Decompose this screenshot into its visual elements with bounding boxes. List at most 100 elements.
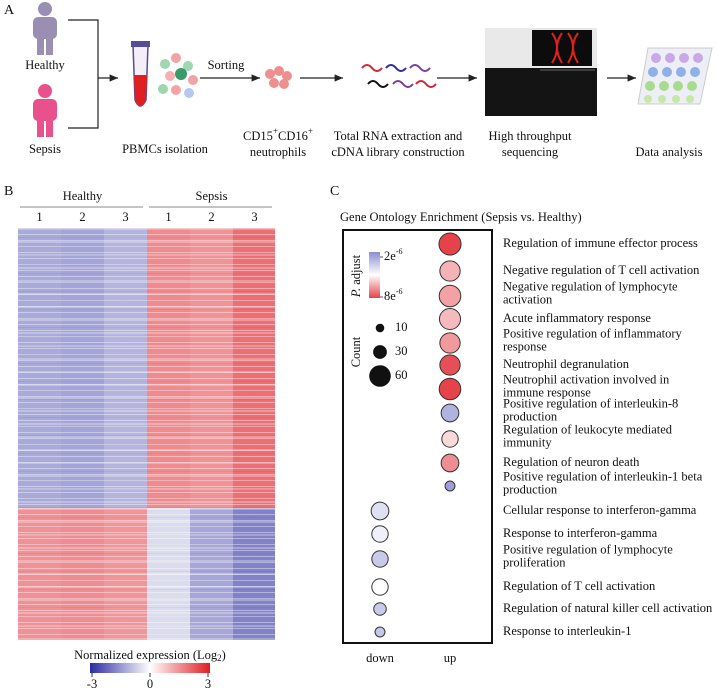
text: 2e <box>384 249 396 263</box>
heatmap-block <box>18 228 61 508</box>
plate-icon-part-part <box>644 95 652 103</box>
tube-icon-part <box>131 41 150 47</box>
heatmap-block <box>147 228 190 508</box>
heatmap-block <box>104 228 147 508</box>
neutrophil-icon-part <box>282 71 292 81</box>
heatmap-block <box>104 508 147 640</box>
sequencer-icon-part <box>551 32 563 64</box>
plate-icon-part <box>644 95 694 103</box>
group-label: Sepsis <box>196 189 228 203</box>
term-label: Acute inflammatory response <box>503 311 651 325</box>
plate-icon-part-part <box>690 67 700 77</box>
text: CD16 <box>278 129 308 143</box>
dot <box>440 453 460 473</box>
colorbar-tick-label: -3 <box>87 677 97 689</box>
step-label: Sorting <box>208 58 246 72</box>
legend-size-dot <box>375 323 385 333</box>
text: CD15 <box>243 129 273 143</box>
dot <box>441 430 459 448</box>
step-label: CD15+CD16+ <box>243 126 313 143</box>
cells-icon <box>158 53 198 98</box>
dot <box>374 626 386 638</box>
step-label: Data analysis <box>636 145 703 159</box>
plate-icon-part-part <box>665 53 675 63</box>
chart-title: Gene Ontology Enrichment (Sepsis vs. Hea… <box>340 210 582 224</box>
term-label: immune response <box>503 385 591 399</box>
sample-label: 2 <box>79 210 85 224</box>
cells-icon-part <box>158 84 168 94</box>
dot <box>439 354 461 376</box>
sample-label: 2 <box>208 210 214 224</box>
plate-icon-part <box>645 81 697 91</box>
plate-icon-part <box>648 67 700 77</box>
colorbar <box>90 663 210 673</box>
plate-icon <box>637 47 713 105</box>
rna-icon-part <box>361 64 383 72</box>
person-icon-part <box>38 2 52 16</box>
term-label: production <box>503 482 558 496</box>
sequencer-icon-part <box>567 32 579 64</box>
plate-icon-part <box>651 53 703 63</box>
dot <box>439 260 461 282</box>
text: 8e <box>384 289 396 303</box>
text: ) <box>222 648 226 662</box>
step-label: PBMCs isolation <box>122 142 209 156</box>
legend-size-dot <box>373 345 387 359</box>
text: P. <box>349 288 363 298</box>
group-label: Sepsis <box>29 142 61 156</box>
plate-icon-part-part <box>648 67 658 77</box>
person-icon-part <box>33 99 57 121</box>
cells-icon-part <box>171 53 181 63</box>
legend-tick-label: 8e-6 <box>384 287 402 303</box>
dot <box>440 403 460 423</box>
plate-icon-part-part <box>645 81 655 91</box>
plate-icon-part-part <box>679 53 689 63</box>
sample-label: 1 <box>36 210 42 224</box>
legend-size-label: 30 <box>395 344 408 358</box>
step-label: sequencing <box>502 145 559 159</box>
x-tick-label: down <box>366 651 395 665</box>
heatmap-block <box>147 508 190 640</box>
dot <box>444 480 456 492</box>
term-label: Regulation of T cell activation <box>503 579 656 593</box>
person-icon-part <box>37 118 44 137</box>
plate-icon-part-part <box>687 81 697 91</box>
heatmap-block <box>190 508 233 640</box>
neutrophil-icon-part <box>265 69 275 79</box>
rna-icon <box>361 64 437 88</box>
cells-icon-part <box>183 61 193 71</box>
plate-icon-part-part <box>672 95 680 103</box>
term-label: Regulation of immune effector process <box>503 236 698 250</box>
neutrophil-icon-part <box>274 66 284 76</box>
person-icon-part <box>37 36 44 55</box>
cells-icon-part <box>188 75 198 85</box>
plate-icon-part-part <box>659 81 669 91</box>
term-label: Neutrophil degranulation <box>503 357 630 371</box>
dot <box>438 307 462 331</box>
superscript: -6 <box>396 247 403 256</box>
superscript: -6 <box>396 287 403 296</box>
term-label: production <box>503 409 558 423</box>
legend-title: Count <box>349 336 363 367</box>
heatmap-block <box>61 508 104 640</box>
dot <box>438 232 462 256</box>
person-icon <box>33 84 57 137</box>
rna-icon-part <box>409 64 431 72</box>
term-label: proliferation <box>503 555 566 569</box>
term-label: Response to interferon-gamma <box>503 526 658 540</box>
plate-icon-part-part <box>686 95 694 103</box>
dot <box>370 501 390 521</box>
cells-icon-part <box>171 85 181 95</box>
person-icon-part <box>33 17 57 39</box>
plate-icon-part-part <box>676 67 686 77</box>
step-label: neutrophils <box>250 145 306 159</box>
term-label: Response to interleukin-1 <box>503 624 631 638</box>
cells-icon-part <box>160 59 170 69</box>
term-label: immunity <box>503 435 552 449</box>
heatmap-block <box>233 508 275 640</box>
term-label: activation <box>503 292 553 306</box>
term-label: Positive regulation of interleukin-1 bet… <box>503 469 703 483</box>
rna-icon-part <box>415 80 437 88</box>
